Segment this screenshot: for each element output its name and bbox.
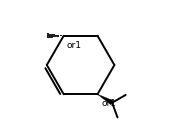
Text: or1: or1: [66, 41, 81, 50]
Polygon shape: [98, 94, 113, 105]
Text: or1: or1: [101, 99, 116, 108]
